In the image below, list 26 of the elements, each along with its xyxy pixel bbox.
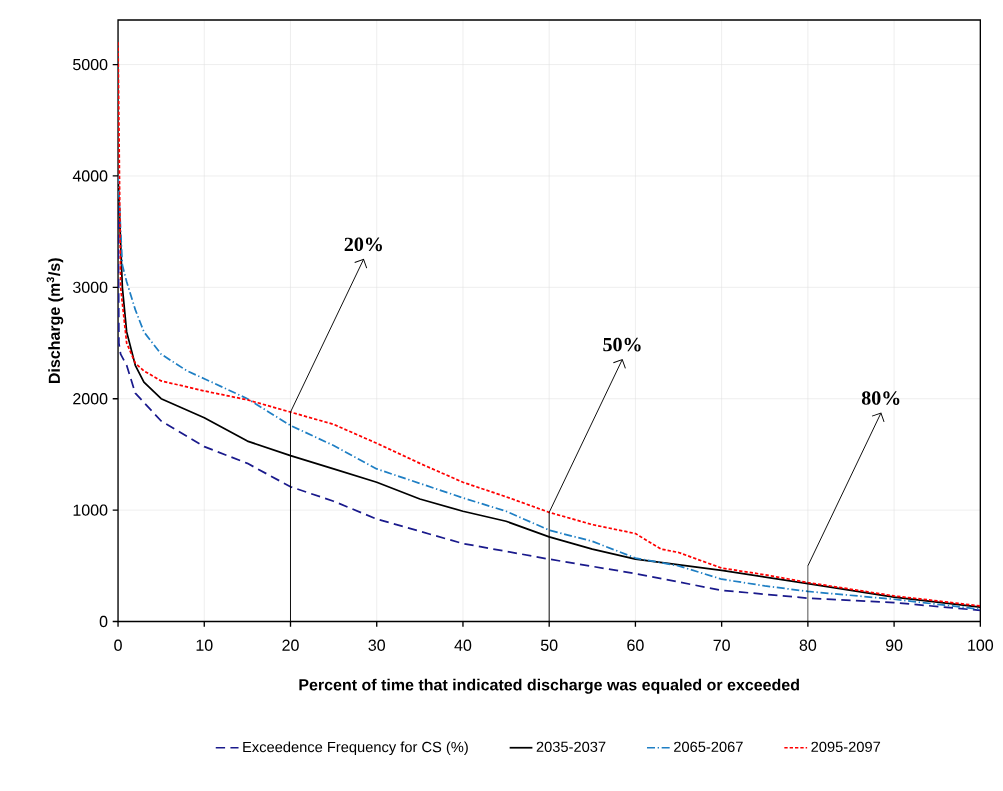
y-tick-label: 0: [99, 615, 108, 628]
y-tick-label: 4000: [72, 170, 108, 182]
annotation: 80%: [861, 391, 900, 405]
x-tick-label: 30: [368, 639, 386, 651]
x-tick-label: 20: [282, 639, 299, 651]
y-tick-label: 1000: [73, 504, 108, 516]
y-tick-label: 3000: [73, 281, 108, 294]
x-tick-label: 90: [885, 639, 903, 651]
x-axis-title: Percent of time that indicated discharge was equaled or exceeded: [299, 678, 799, 694]
annotation: 20%: [344, 237, 382, 252]
legend-label: 2065-2067: [674, 741, 743, 753]
x-tick-label: 0: [114, 639, 122, 651]
x-tick-label: 50: [540, 639, 558, 651]
legend-label: 2095-2097: [811, 741, 881, 753]
x-tick-label: 60: [627, 639, 644, 651]
x-tick-label: 70: [713, 639, 730, 651]
annotation: 50%: [603, 337, 641, 352]
legend-label: Exceedence Frequency for CS (%): [243, 741, 468, 756]
legend-label: 2035-2037: [536, 741, 606, 753]
y-axis-title: Discharge (m$^{3}$/s): [46, 258, 64, 384]
x-tick-label: 40: [454, 639, 472, 651]
y-tick-label: 2000: [73, 393, 108, 405]
x-tick-label: 100: [968, 639, 994, 651]
x-tick-label: 10: [196, 639, 213, 651]
y-tick-label: 5000: [73, 58, 108, 71]
x-tick-label: 80: [799, 639, 817, 651]
